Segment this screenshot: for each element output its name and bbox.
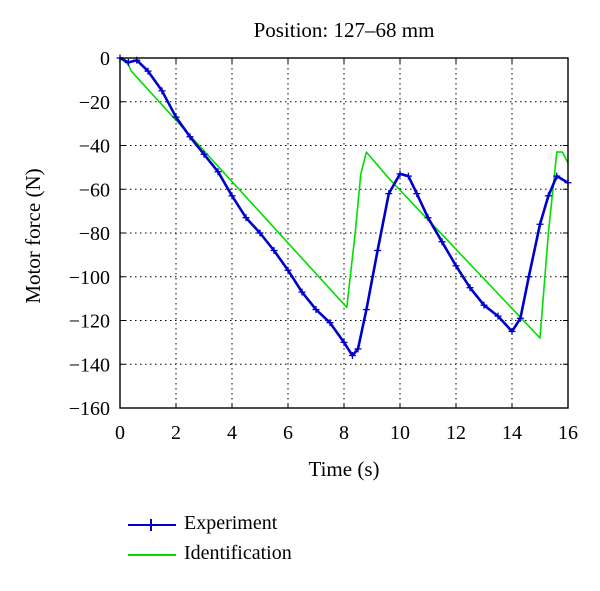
data-point-experiment — [508, 327, 516, 335]
data-point-experiment — [413, 190, 421, 198]
y-tick-label: −60 — [79, 179, 110, 201]
data-point-experiment — [536, 220, 544, 228]
y-tick-label: −40 — [79, 136, 110, 158]
x-tick-label: 4 — [227, 422, 237, 444]
legend-swatch-experiment — [128, 524, 176, 526]
data-point-experiment — [396, 170, 404, 178]
data-point-experiment — [553, 172, 561, 180]
data-point-experiment — [362, 306, 370, 314]
x-tick-label: 6 — [283, 422, 293, 444]
y-tick-label: 0 — [100, 48, 110, 70]
data-point-experiment — [516, 314, 524, 322]
series-line-experiment — [119, 56, 569, 357]
data-point-experiment — [228, 192, 236, 200]
data-point-experiment — [256, 229, 264, 237]
x-tick-label: 14 — [502, 422, 522, 444]
data-point-experiment — [326, 319, 334, 327]
data-point-experiment — [494, 312, 502, 320]
series-layer — [116, 54, 572, 359]
y-tick-label: −120 — [69, 311, 110, 333]
data-point-experiment — [270, 247, 278, 254]
x-tick-label: 16 — [558, 422, 578, 444]
data-point-experiment — [374, 247, 382, 254]
y-tick-label: −160 — [69, 398, 110, 420]
data-point-experiment — [312, 306, 320, 314]
data-point-experiment — [438, 238, 446, 246]
data-point-experiment — [214, 168, 222, 176]
x-tick-labels: 0 2 4 6 8 10 12 14 16 — [115, 422, 578, 444]
data-point-experiment — [298, 288, 306, 296]
y-tick-label: −80 — [79, 223, 110, 245]
data-point-experiment — [284, 266, 292, 274]
x-tick-label: 10 — [390, 422, 410, 444]
data-point-experiment — [404, 172, 412, 180]
data-point-experiment — [144, 67, 152, 75]
x-tick-label: 2 — [171, 422, 181, 444]
y-tick-label: −140 — [69, 354, 110, 376]
x-axis-label: Time (s) — [309, 457, 380, 481]
data-point-experiment — [544, 192, 552, 200]
data-point-experiment — [340, 338, 348, 346]
data-point-experiment — [466, 284, 474, 292]
grid — [120, 58, 568, 408]
data-point-experiment — [385, 190, 393, 198]
data-point-experiment — [242, 214, 250, 222]
data-point-experiment — [186, 133, 194, 141]
chart-title: Position: 127–68 mm — [253, 18, 435, 42]
y-axis-label: Motor force (N) — [21, 168, 45, 303]
data-point-experiment — [200, 150, 208, 158]
legend-label-experiment: Experiment — [184, 512, 278, 534]
tick-marks — [119, 57, 569, 409]
y-tick-labels: 0 −20 −40 −60 −80 −100 −120 −140 −160 — [69, 48, 110, 420]
data-point-experiment — [424, 214, 432, 222]
data-point-experiment — [452, 262, 460, 270]
data-point-experiment — [124, 58, 132, 66]
series-line-identification — [119, 57, 569, 339]
legend-marker-experiment — [150, 519, 152, 531]
legend-label-identification: Identification — [184, 542, 292, 564]
y-tick-label: −100 — [69, 267, 110, 289]
data-point-experiment — [525, 273, 533, 281]
x-tick-label: 12 — [446, 422, 466, 444]
legend-swatch-identification — [128, 554, 176, 556]
data-point-experiment — [348, 352, 356, 359]
data-point-experiment — [172, 113, 180, 121]
x-tick-label: 8 — [339, 422, 349, 444]
data-point-experiment — [480, 301, 488, 309]
x-tick-label: 0 — [115, 422, 125, 444]
y-tick-label: −20 — [79, 92, 110, 114]
data-point-experiment — [354, 345, 362, 353]
data-point-experiment — [158, 87, 166, 95]
